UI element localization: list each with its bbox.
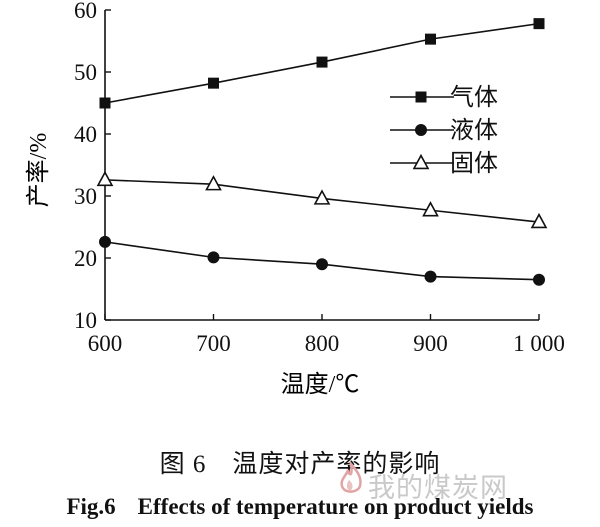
figure-caption-text: Effects of temperature on product yields bbox=[137, 494, 534, 519]
flame-logo-icon bbox=[340, 462, 362, 493]
figure-caption-en: Fig.6 Effects of temperature on product y… bbox=[0, 494, 600, 520]
figure-caption-cn: 图 6 温度对产率的影响 bbox=[159, 451, 441, 478]
series-open-triangle bbox=[96, 170, 548, 229]
data-point bbox=[415, 91, 427, 103]
data-point bbox=[208, 77, 219, 89]
data-point bbox=[205, 175, 222, 191]
data-point bbox=[99, 235, 111, 248]
x-tick-label: 1 000 bbox=[513, 331, 565, 356]
data-point bbox=[412, 153, 430, 170]
legend-label: 固体 bbox=[450, 150, 498, 177]
data-point bbox=[415, 124, 427, 136]
data-point bbox=[207, 251, 220, 264]
data-point bbox=[425, 33, 436, 45]
watermark-text: 我的煤炭网 bbox=[368, 473, 508, 504]
legend-entry: 气体 bbox=[390, 84, 498, 111]
data-point bbox=[422, 201, 439, 217]
x-tick-label: 800 bbox=[305, 331, 340, 356]
y-axis-label: 产率/% bbox=[25, 133, 52, 208]
x-tick-label: 600 bbox=[88, 331, 123, 356]
data-point bbox=[316, 56, 328, 68]
y-tick-label: 40 bbox=[74, 122, 97, 147]
data-point bbox=[530, 212, 548, 229]
data-point bbox=[424, 270, 437, 283]
y-tick-label: 50 bbox=[74, 60, 97, 85]
series-filled-square bbox=[99, 18, 545, 109]
data-point bbox=[313, 189, 331, 205]
series-filled-circle bbox=[99, 235, 545, 286]
y-tick-label: 20 bbox=[74, 246, 97, 271]
legend-label: 气体 bbox=[450, 84, 498, 111]
legend-entry: 固体 bbox=[390, 150, 498, 177]
y-tick-label: 10 bbox=[74, 308, 97, 333]
legend-entry: 液体 bbox=[390, 117, 498, 144]
legend-label: 液体 bbox=[450, 117, 498, 144]
x-tick-label: 700 bbox=[196, 331, 231, 356]
figure-label: Fig.6 bbox=[66, 494, 116, 519]
data-point bbox=[316, 258, 328, 271]
y-tick-label: 60 bbox=[74, 0, 97, 23]
data-point bbox=[533, 273, 545, 286]
axes: 10 20 30 40 50 60 600 700 800 900 1 000 bbox=[74, 0, 565, 356]
series-layer bbox=[96, 18, 548, 286]
data-point bbox=[533, 18, 545, 30]
data-point bbox=[96, 170, 114, 187]
data-point bbox=[99, 97, 111, 109]
y-tick-label: 30 bbox=[74, 184, 97, 209]
x-tick-label: 900 bbox=[413, 331, 448, 356]
x-axis-label: 温度/℃ bbox=[281, 371, 360, 398]
